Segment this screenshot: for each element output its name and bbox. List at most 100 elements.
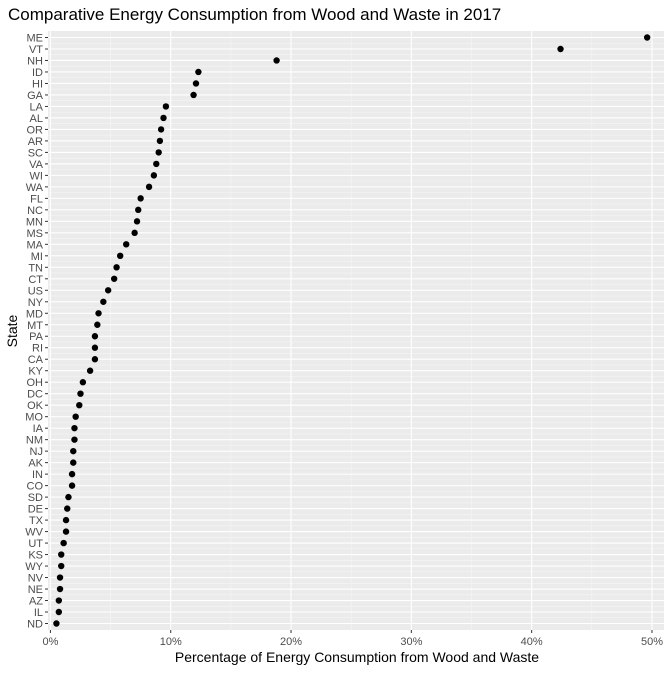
y-tick-label: IA (33, 423, 44, 435)
data-point-vt (557, 45, 564, 53)
data-point-ri (91, 344, 99, 351)
data-point-ny (100, 298, 107, 305)
y-tick-label: WA (26, 182, 44, 194)
data-point-tn (113, 264, 120, 271)
data-point-ms (131, 229, 138, 237)
data-point-ct (110, 275, 118, 282)
y-tick-label: DE (28, 504, 43, 516)
data-point-de (64, 505, 71, 512)
y-tick-label: NC (27, 205, 43, 217)
data-point-il (55, 608, 63, 616)
y-tick-label: NE (28, 584, 43, 596)
data-point-nj (70, 447, 77, 455)
y-tick-label: MA (27, 239, 44, 251)
y-tick-label: KY (28, 366, 43, 378)
data-point-az (55, 597, 63, 604)
y-tick-label: CT (28, 274, 43, 286)
y-tick-label: VT (29, 44, 43, 56)
data-point-mt (94, 321, 101, 328)
data-point-or (157, 126, 165, 133)
y-tick-label: NM (26, 435, 43, 447)
y-tick-label: US (28, 285, 43, 297)
data-point-ky (86, 367, 94, 374)
y-tick-label: NJ (30, 446, 43, 458)
data-point-co (68, 482, 76, 489)
y-tick-label: VA (29, 159, 44, 171)
data-point-wy (58, 562, 65, 570)
data-point-ks (58, 551, 65, 558)
data-point-ok (76, 401, 83, 409)
y-tick-label: IN (32, 469, 43, 481)
x-tick-label: 30% (400, 636, 422, 648)
y-tick-label: NV (28, 573, 44, 585)
data-point-md (95, 310, 102, 317)
x-tick-label: 0% (42, 636, 58, 648)
x-tick-label: 20% (280, 636, 302, 648)
data-point-me (643, 34, 651, 41)
data-point-dc (77, 390, 84, 397)
data-point-ne (56, 585, 64, 593)
y-tick-label: ID (32, 67, 43, 79)
y-tick-label: CO (27, 481, 44, 493)
data-point-id (195, 68, 202, 76)
data-point-ak (70, 459, 77, 466)
data-point-ca (91, 356, 99, 363)
data-point-wv (62, 528, 70, 535)
data-point-ga (190, 91, 197, 99)
y-tick-label: OR (27, 124, 44, 136)
y-tick-label: UT (28, 538, 43, 550)
y-tick-label: KS (28, 550, 43, 562)
y-tick-label: MD (26, 308, 43, 320)
data-point-sd (65, 493, 72, 501)
data-point-hi (192, 80, 200, 87)
y-tick-label: AK (28, 458, 43, 470)
y-axis-title: State (4, 314, 20, 347)
y-tick-label: MS (27, 228, 44, 240)
y-tick-label: RI (32, 343, 43, 355)
x-axis-title: Percentage of Energy Consumption from Wo… (175, 649, 539, 665)
data-point-ar (156, 137, 164, 145)
y-tick-label: SC (28, 147, 43, 159)
data-point-nm (71, 436, 78, 443)
y-tick-label: DC (27, 389, 43, 401)
data-point-mi (116, 252, 124, 260)
y-tick-label: OH (27, 377, 44, 389)
data-point-la (162, 103, 170, 110)
data-point-pa (91, 333, 99, 340)
data-point-us (104, 287, 112, 294)
y-tick-label: SD (28, 492, 43, 504)
y-tick-label: MT (27, 320, 43, 332)
data-point-tx (62, 516, 70, 524)
chart-title: Comparative Energy Consumption from Wood… (8, 5, 501, 24)
y-tick-label: FL (30, 193, 43, 205)
y-tick-label: LA (30, 101, 44, 113)
y-tick-label: AR (28, 136, 43, 148)
y-tick-label: PA (29, 331, 44, 343)
x-tick-label: 50% (641, 636, 663, 648)
data-point-mo (72, 413, 79, 420)
y-tick-label: TX (29, 515, 44, 527)
data-point-nv (56, 574, 64, 581)
y-tick-label: OK (27, 400, 44, 412)
y-tick-label: IL (34, 607, 43, 619)
y-tick-label: CA (28, 354, 44, 366)
y-axis-ticks: MEVTNHIDHIGALAALORARSCVAWIWAFLNCMNMSMAMI… (25, 33, 48, 631)
x-tick-label: 40% (521, 636, 543, 648)
y-tick-label: TN (28, 262, 43, 274)
data-point-ma (123, 241, 130, 248)
y-tick-label: WY (25, 561, 43, 573)
y-tick-label: MO (25, 412, 43, 424)
data-point-mn (133, 218, 141, 225)
data-point-va (153, 160, 160, 168)
data-point-nc (135, 206, 142, 214)
y-tick-label: MN (26, 216, 43, 228)
data-point-ut (60, 539, 67, 547)
data-point-oh (79, 379, 87, 386)
y-tick-label: ND (27, 619, 43, 631)
grid-lines (48, 31, 664, 630)
data-point-nh (273, 57, 280, 64)
data-point-ia (71, 424, 78, 432)
data-point-wi (150, 172, 158, 179)
